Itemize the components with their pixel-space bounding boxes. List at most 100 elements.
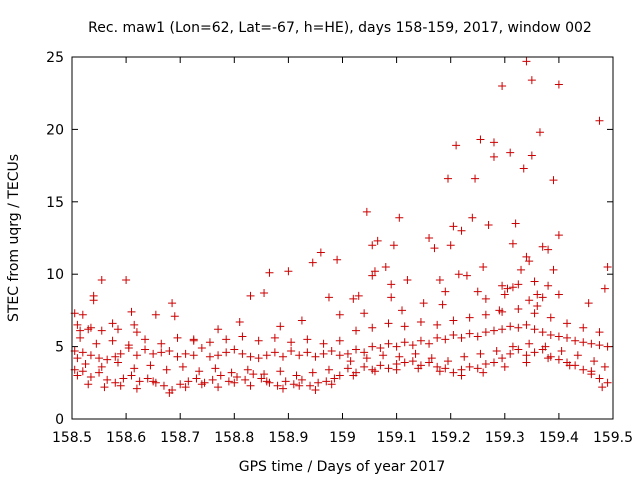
data-point [544,281,553,290]
data-point [438,300,447,309]
data-point [381,262,390,271]
data-point [151,310,160,319]
data-point [414,364,423,373]
data-point [571,336,580,345]
data-point [73,371,82,380]
data-point [603,378,612,387]
data-point [595,116,604,125]
data-point [387,280,396,289]
data-point [538,293,547,302]
data-point [473,364,482,373]
data-point [287,346,296,355]
data-points [70,57,612,397]
data-point [446,241,455,250]
data-point [159,381,168,390]
data-point [595,374,604,383]
data-point [441,335,450,344]
data-point [146,361,155,370]
x-tick-label: 158.8 [214,430,254,446]
data-point [484,220,493,229]
data-point [241,375,250,384]
data-point [113,358,122,367]
data-point [124,341,133,350]
data-point [349,371,358,380]
data-point [181,383,190,392]
data-point [249,370,258,379]
data-point [506,322,515,331]
data-point [222,348,231,357]
data-point [235,317,244,326]
data-point [554,290,563,299]
data-point [308,258,317,267]
y-tick-label: 5 [55,340,64,356]
data-point [170,312,179,321]
data-point [130,320,139,329]
data-point [314,378,323,387]
data-point [162,365,171,374]
data-point [100,383,109,392]
data-point [173,333,182,342]
data-point [416,336,425,345]
data-point [122,275,131,284]
data-point [352,326,361,335]
data-point [222,335,231,344]
data-point [211,364,220,373]
data-point [476,135,485,144]
data-point [295,381,304,390]
data-point [395,213,404,222]
data-point [533,302,542,311]
data-point [373,236,382,245]
data-point [481,294,490,303]
data-point [400,358,409,367]
data-point [441,287,450,296]
data-point [533,290,542,299]
data-point [130,364,139,373]
data-point [579,365,588,374]
data-point [97,362,106,371]
data-point [535,128,544,137]
data-point [457,226,466,235]
data-point [116,381,125,390]
data-point [600,362,609,371]
data-point [230,345,239,354]
data-point [563,319,572,328]
data-point [95,354,104,363]
data-point [554,332,563,341]
data-point [246,381,255,390]
data-point [460,352,469,361]
x-tick-label: 158.9 [268,430,308,446]
data-point [346,357,355,366]
data-point [508,283,517,292]
data-point [205,352,214,361]
data-point [481,328,490,337]
data-point [103,355,112,364]
data-point [157,339,166,348]
data-point [368,271,377,280]
data-point [498,81,507,90]
data-point [435,367,444,376]
data-point [573,351,582,360]
data-point [425,339,434,348]
data-point [546,331,555,340]
data-point [322,377,331,386]
data-point [522,320,531,329]
data-point [78,348,87,357]
data-point [603,262,612,271]
y-tick-label: 10 [46,267,64,283]
data-point [260,289,269,298]
data-point [343,349,352,358]
data-point [514,304,523,313]
axis-ticks: 158.5 158.6 158.7 158.8 158.9 159 159.1 159.2 15… [46,50,633,446]
data-point [97,326,106,335]
x-tick-label: 159.4 [539,430,579,446]
data-point [538,242,547,251]
data-point [430,244,439,253]
data-point [527,151,536,160]
data-point [587,339,596,348]
data-point [270,348,279,357]
data-point [400,322,409,331]
data-point [476,349,485,358]
data-point [408,357,417,366]
data-point [481,359,490,368]
data-point [489,358,498,367]
